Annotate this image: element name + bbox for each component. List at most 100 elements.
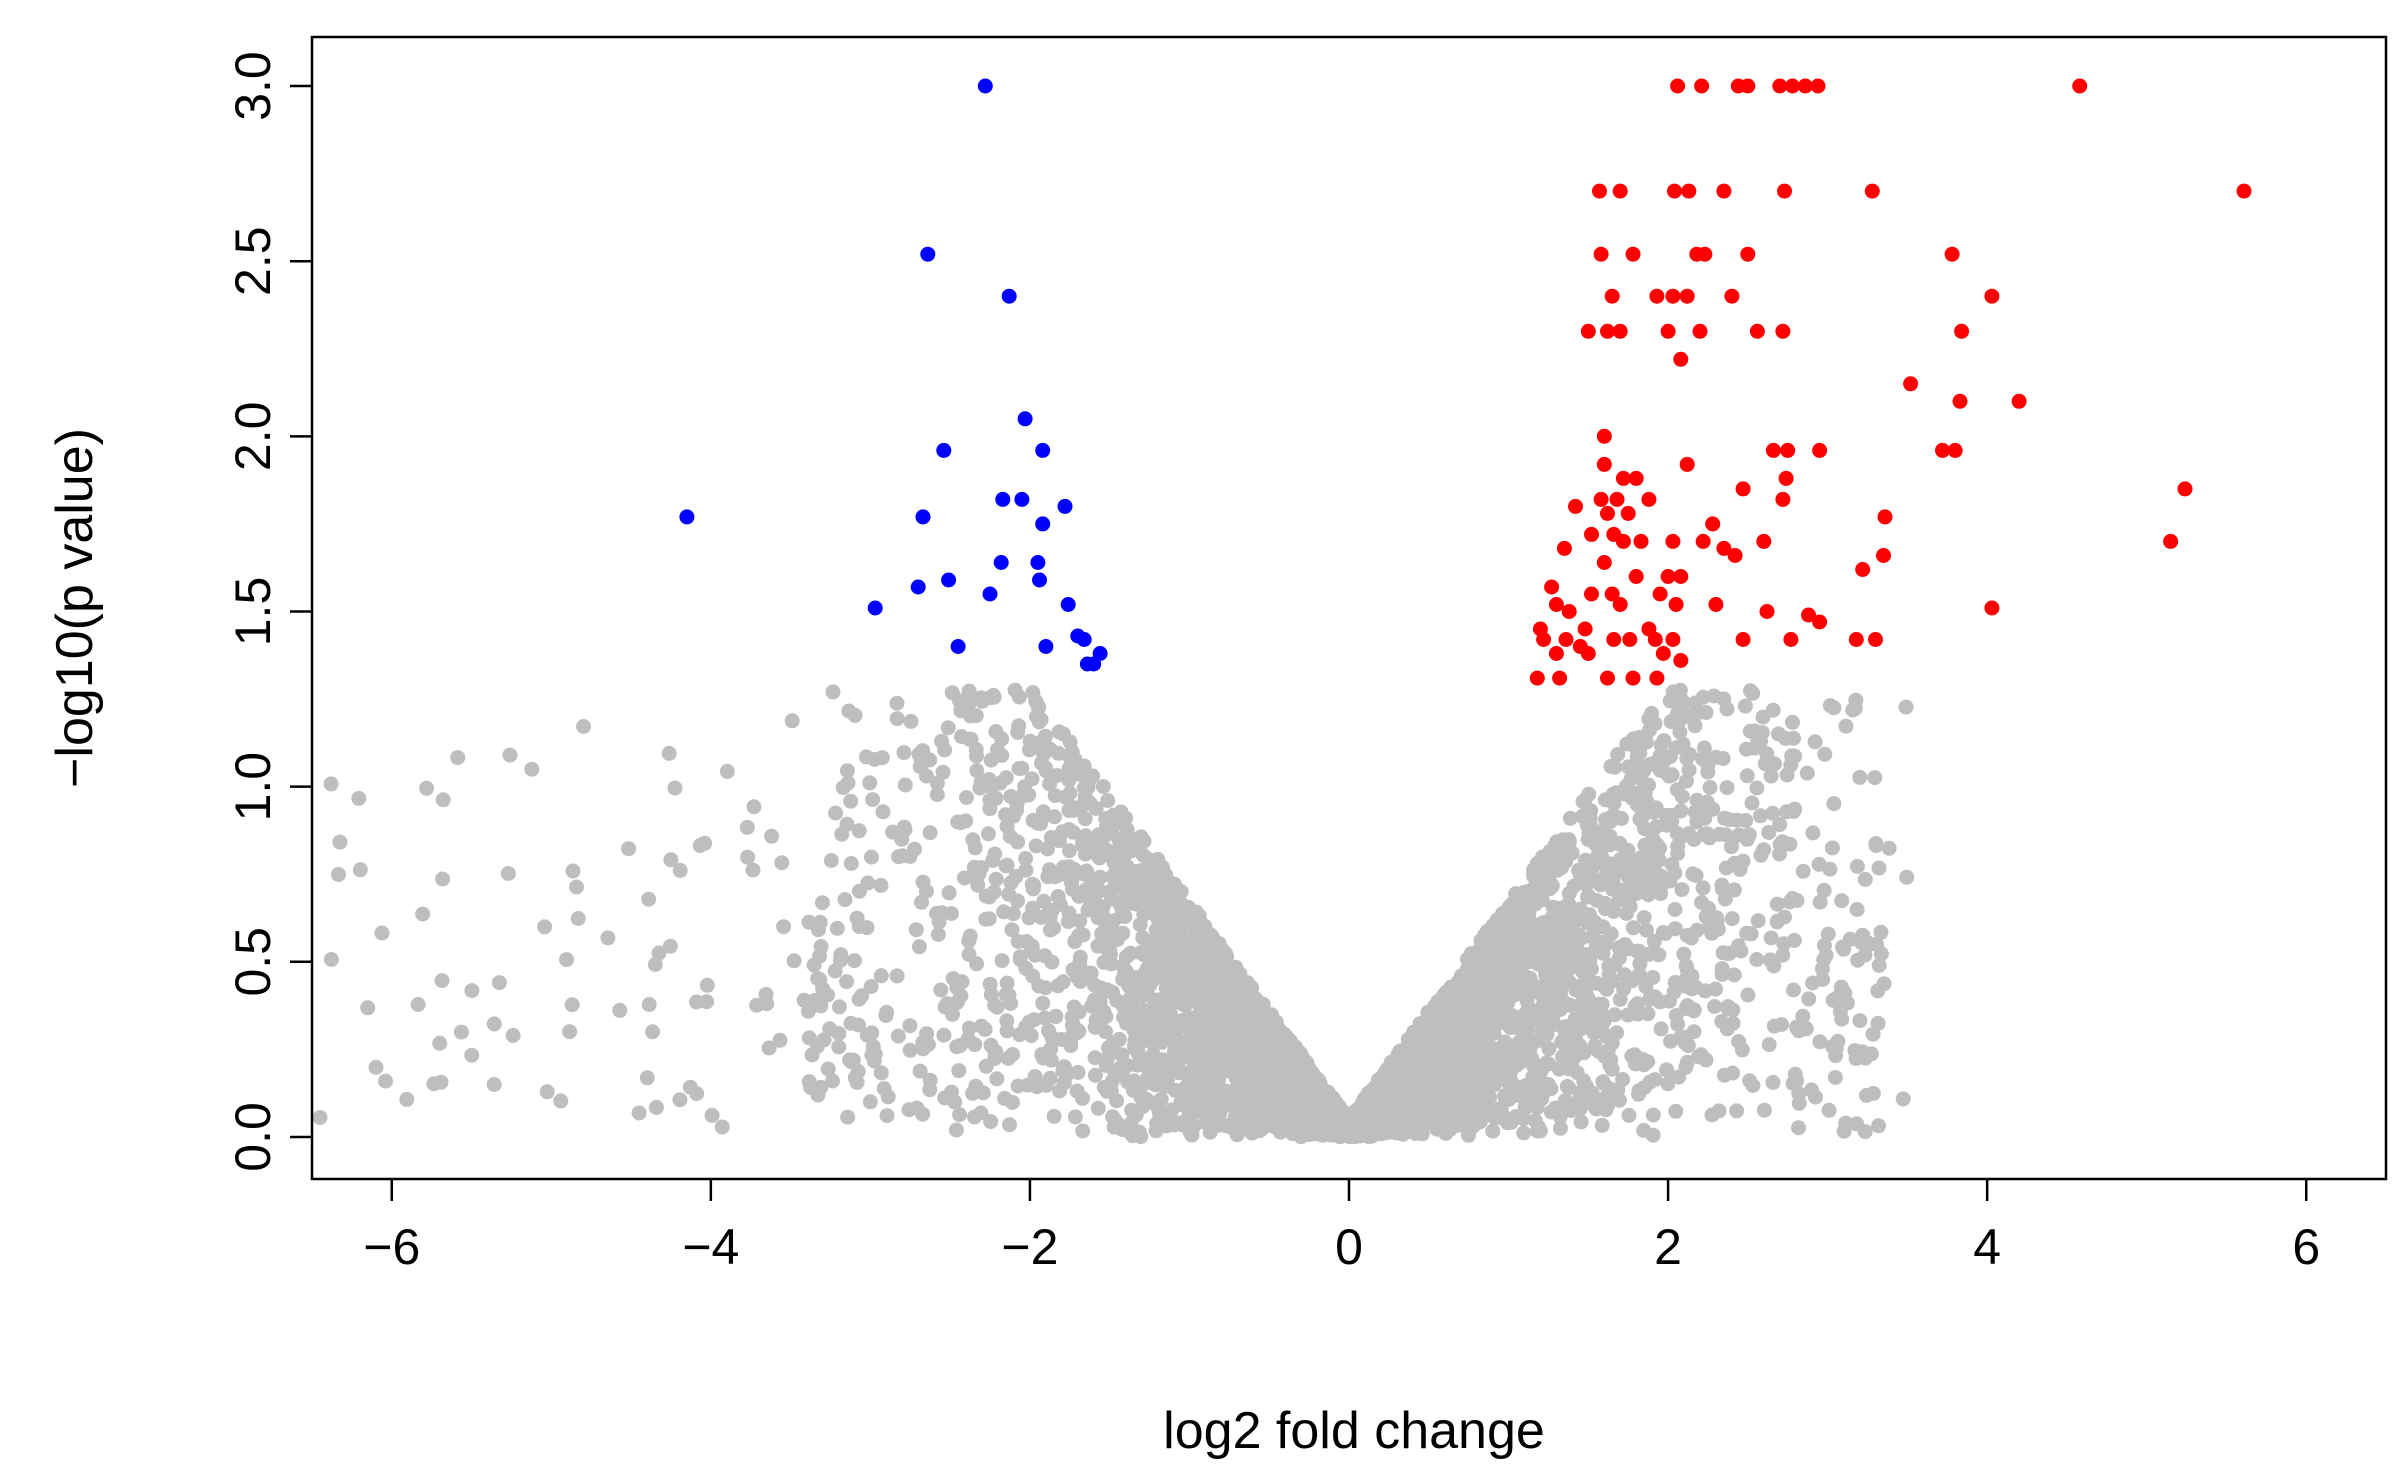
background-point	[699, 994, 715, 1010]
background-point	[1680, 998, 1695, 1014]
background-point	[1873, 924, 1889, 940]
upregulated-point	[1558, 632, 1574, 647]
background-point	[1849, 902, 1865, 917]
upregulated-point	[1628, 470, 1644, 486]
x-axis: −6 −4 −2 0 2 4 6	[363, 1179, 2320, 1275]
background-point	[1710, 921, 1726, 937]
upregulated-point	[1848, 632, 1864, 647]
background-point	[1191, 969, 1207, 985]
downregulated-point	[977, 78, 993, 94]
background-point	[1154, 859, 1170, 875]
x-tick-label: 0	[1335, 1219, 1363, 1275]
background-point	[1429, 1033, 1445, 1048]
upregulated-point	[1584, 586, 1599, 602]
background-point	[908, 922, 924, 938]
background-point	[983, 752, 999, 768]
background-point	[1297, 1077, 1313, 1093]
background-point	[1136, 833, 1152, 849]
background-point	[952, 693, 967, 709]
background-point	[1775, 947, 1791, 963]
background-point	[1231, 1118, 1247, 1134]
background-point	[891, 849, 907, 865]
background-point	[464, 1047, 480, 1063]
background-point	[1113, 804, 1129, 820]
background-point	[999, 1023, 1015, 1039]
y-tick-label: 2.5	[225, 226, 281, 296]
background-point	[639, 1070, 655, 1086]
upregulated-point	[1668, 597, 1684, 612]
background-point	[1203, 974, 1219, 990]
background-point	[1853, 934, 1869, 950]
background-point	[745, 862, 761, 878]
background-point	[889, 968, 905, 984]
background-point	[902, 1042, 918, 1058]
background-point	[1396, 1044, 1412, 1060]
background-point	[1124, 1102, 1140, 1118]
background-point	[1629, 748, 1645, 764]
background-point	[704, 1107, 720, 1123]
upregulated-point	[1600, 323, 1615, 339]
background-point	[1599, 981, 1615, 997]
background-point	[1659, 817, 1675, 833]
background-point	[1602, 856, 1618, 872]
background-point	[1098, 1024, 1113, 1040]
background-point	[1595, 1074, 1611, 1090]
background-point	[1084, 998, 1100, 1014]
background-point	[1461, 1127, 1476, 1143]
background-point	[874, 750, 890, 766]
background-point	[714, 1119, 730, 1135]
background-point	[641, 891, 657, 907]
background-point	[1431, 1097, 1447, 1112]
background-point	[645, 1024, 661, 1040]
downregulated-point	[1001, 288, 1017, 304]
background-point	[1248, 1035, 1264, 1051]
background-point	[1421, 1077, 1437, 1093]
upregulated-point	[1780, 442, 1796, 458]
background-point	[1217, 1098, 1233, 1114]
y-tick-label: 3.0	[225, 51, 281, 121]
downregulated-point	[995, 491, 1011, 507]
background-point	[1366, 1081, 1382, 1097]
upregulated-point	[2072, 78, 2088, 94]
background-point	[969, 956, 985, 972]
background-point	[1116, 872, 1132, 888]
background-point	[965, 832, 981, 848]
background-point	[963, 731, 979, 747]
background-point	[1065, 803, 1081, 818]
background-point	[1791, 1095, 1807, 1111]
background-point	[539, 1084, 555, 1100]
background-point	[1432, 1109, 1448, 1125]
upregulated-point	[1544, 579, 1560, 595]
background-point	[1170, 909, 1186, 924]
background-point	[1031, 700, 1047, 715]
background-point	[1691, 1049, 1707, 1065]
background-point	[374, 925, 390, 941]
background-point	[854, 988, 870, 1004]
background-point	[862, 775, 878, 791]
background-point	[865, 792, 881, 808]
upregulated-point	[1633, 533, 1649, 549]
background-point	[1572, 1091, 1587, 1107]
background-point	[1508, 1109, 1524, 1125]
background-point	[873, 968, 889, 984]
background-point	[1072, 973, 1088, 989]
background-point	[1549, 901, 1565, 917]
upregulated-point	[1708, 597, 1724, 612]
background-point	[1779, 804, 1794, 820]
background-point	[1177, 1066, 1193, 1082]
background-point	[808, 997, 823, 1013]
upregulated-point	[1772, 78, 1788, 94]
upregulated-point	[1625, 246, 1641, 262]
background-point	[1402, 1056, 1418, 1072]
background-point	[1679, 1054, 1695, 1070]
background-point	[994, 953, 1010, 969]
background-point	[1521, 1035, 1537, 1051]
x-tick-label: 2	[1654, 1219, 1682, 1275]
background-point	[1859, 1088, 1874, 1103]
background-point	[1852, 769, 1868, 785]
background-point	[1524, 976, 1540, 992]
background-point	[1024, 771, 1040, 787]
background-point	[1455, 1048, 1471, 1064]
background-point	[1739, 768, 1755, 784]
background-point	[1051, 745, 1066, 761]
